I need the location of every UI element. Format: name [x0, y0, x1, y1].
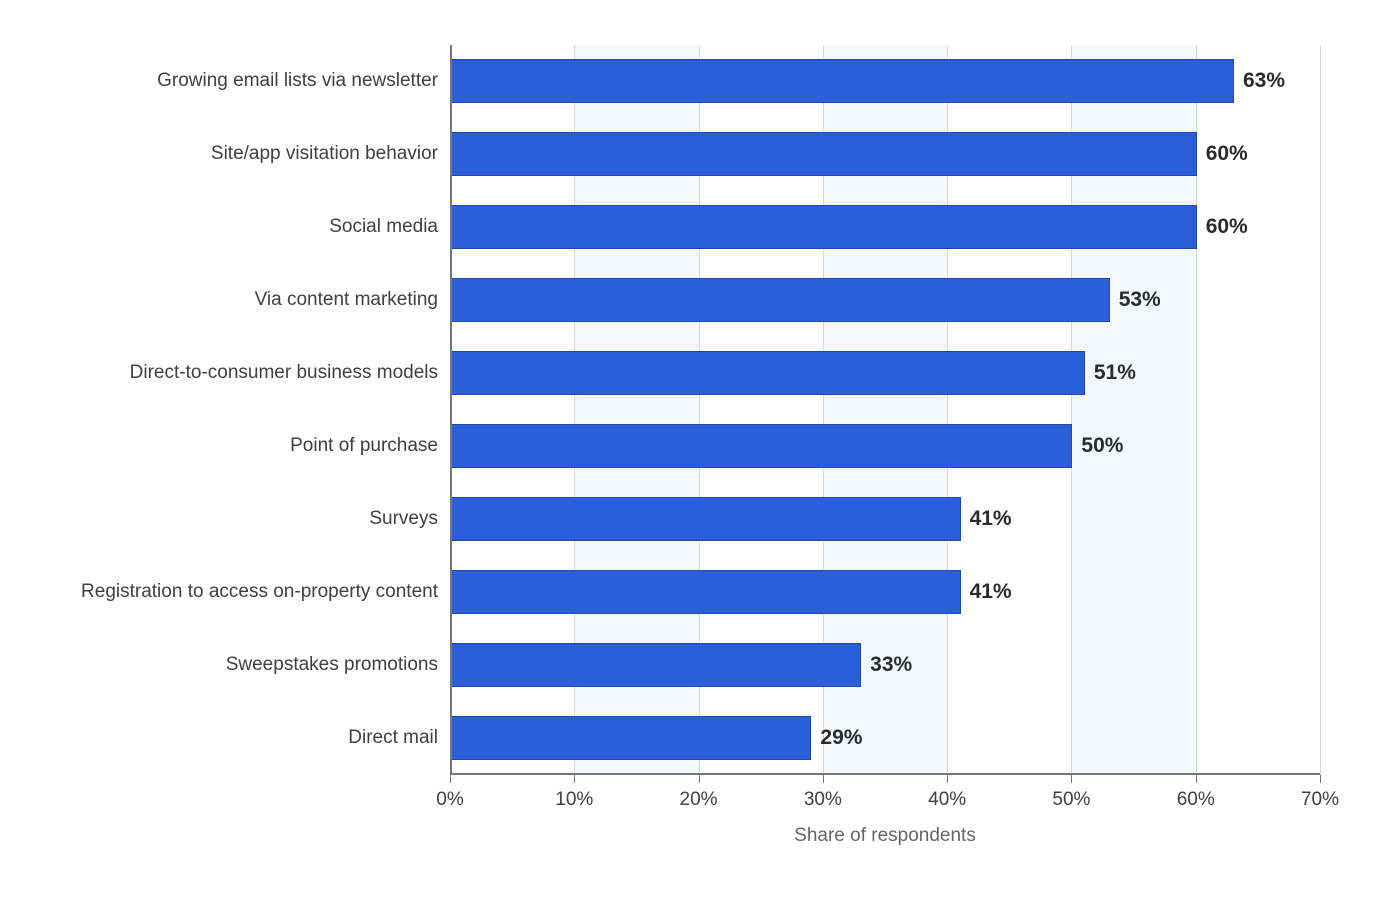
x-tick-mark [823, 775, 824, 783]
grid-line [1320, 45, 1321, 775]
bar-value-label: 41% [970, 497, 1012, 541]
y-category-label: Point of purchase [58, 418, 438, 474]
y-category-label: Growing email lists via newsletter [58, 53, 438, 109]
x-tick-mark [574, 775, 575, 783]
bar [450, 424, 1072, 468]
x-tick-label: 0% [436, 789, 463, 811]
x-tick-label: 70% [1301, 789, 1339, 811]
x-tick-label: 60% [1177, 789, 1215, 811]
bar-value-label: 50% [1081, 424, 1123, 468]
y-category-label: Direct-to-consumer business models [58, 345, 438, 401]
x-tick-label: 50% [1052, 789, 1090, 811]
x-tick-label: 30% [804, 789, 842, 811]
x-tick-mark [947, 775, 948, 783]
bar [450, 570, 961, 614]
bar [450, 132, 1197, 176]
y-axis-line [450, 45, 452, 775]
x-tick-label: 20% [680, 789, 718, 811]
bar-value-label: 60% [1206, 205, 1248, 249]
bar-value-label: 29% [820, 716, 862, 760]
y-category-label: Via content marketing [58, 272, 438, 328]
bar-value-label: 60% [1206, 132, 1248, 176]
y-category-label: Direct mail [58, 710, 438, 766]
x-tick-mark [450, 775, 451, 783]
x-tick-mark [1320, 775, 1321, 783]
y-category-label: Registration to access on-property conte… [58, 564, 438, 620]
x-tick-label: 40% [928, 789, 966, 811]
bar-value-label: 33% [870, 643, 912, 687]
bar [450, 497, 961, 541]
bar [450, 205, 1197, 249]
y-category-label: Surveys [58, 491, 438, 547]
y-category-label: Site/app visitation behavior [58, 126, 438, 182]
x-tick-mark [699, 775, 700, 783]
bar [450, 278, 1110, 322]
bar [450, 716, 811, 760]
y-category-label: Social media [58, 199, 438, 255]
bar-value-label: 63% [1243, 59, 1285, 103]
plot-area: 63% 60% 60% 53% 51% 50% 41% 41% 33%29% [450, 45, 1320, 775]
x-tick-mark [1196, 775, 1197, 783]
bar-value-label: 41% [970, 570, 1012, 614]
bar-value-label: 53% [1119, 278, 1161, 322]
x-tick-mark [1071, 775, 1072, 783]
x-axis-title: Share of respondents [794, 825, 976, 847]
chart-container: 63% 60% 60% 53% 51% 50% 41% 41% 33%29% 0% 10% 20% 3… [0, 0, 1400, 898]
bar [450, 351, 1085, 395]
x-tick-label: 10% [555, 789, 593, 811]
bar [450, 643, 861, 687]
bar [450, 59, 1234, 103]
bar-value-label: 51% [1094, 351, 1136, 395]
x-axis-line [450, 773, 1320, 775]
y-category-label: Sweepstakes promotions [58, 637, 438, 693]
